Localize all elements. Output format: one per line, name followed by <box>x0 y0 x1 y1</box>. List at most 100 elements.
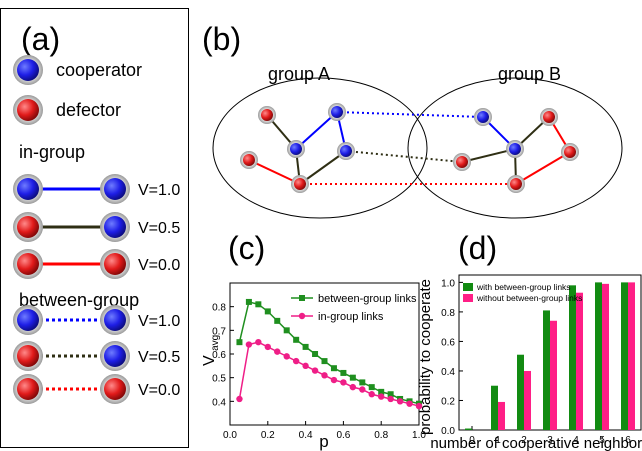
group-a-label: group A <box>268 64 330 84</box>
line-point-between-3 <box>264 308 271 315</box>
between-group-row-1: V=1.0 <box>13 305 180 335</box>
bar-chart-y-label: probability to cooperate <box>417 279 434 435</box>
bar-legend-label-0: with between-group links <box>476 282 571 292</box>
line-point-in-10 <box>330 376 338 384</box>
network-node-a-5 <box>240 151 258 169</box>
between-group-row-2: V=0.5 <box>13 341 180 371</box>
line-point-between-9 <box>321 358 328 365</box>
group-b-label: group B <box>498 64 561 84</box>
bar-1-4 <box>576 292 583 430</box>
line-point-in-12 <box>349 383 357 391</box>
bar-legend-label-1: without between-group links <box>476 293 582 303</box>
bar-0-5 <box>595 282 602 430</box>
in-group-value-3: V=0.0 <box>138 257 180 274</box>
bar-0-6 <box>621 282 628 430</box>
line-point-in-5 <box>283 353 290 360</box>
in-group-title: in-group <box>19 142 85 162</box>
line-chart-y-tick-label-0: 0.4 <box>212 397 226 408</box>
line-chart-y-label: V avg <box>201 335 221 366</box>
line-point-between-4 <box>274 317 281 324</box>
network-node-b-3 <box>506 140 524 158</box>
legend-cooperator-label: cooperator <box>56 60 142 80</box>
line-point-in-7 <box>302 362 309 370</box>
line-point-in-8 <box>311 367 319 374</box>
bar-chart-y-tick-label-1: 0.2 <box>441 396 455 407</box>
panel-a-label: (a) <box>21 21 60 57</box>
in-group-row-3: V=0.0 <box>13 249 180 279</box>
line-point-in-0 <box>236 395 243 403</box>
between-link-mixed <box>345 150 463 163</box>
line-point-in-3 <box>264 343 271 351</box>
line-point-in-9 <box>321 372 328 379</box>
line-point-in-13 <box>359 386 366 393</box>
line-chart-x-tick-label-4: 0.8 <box>374 430 388 441</box>
bar-chart-y-tick-label-4: 0.8 <box>441 308 455 319</box>
legend-defector-label: defector <box>56 100 121 120</box>
network-node-a-2 <box>328 103 346 121</box>
in-group-row-1: V=1.0 <box>13 174 180 204</box>
line-chart-x-tick-label-3: 0.6 <box>336 430 350 441</box>
line-chart-y-tick-label-1: 0.5 <box>212 374 226 385</box>
link-group-a-5 <box>299 150 347 185</box>
panel-b-label: (b) <box>202 21 241 57</box>
line-point-between-14 <box>368 384 375 391</box>
in-group-value-2: V=0.5 <box>138 220 180 237</box>
between-link-coop <box>336 111 484 118</box>
panel-b: (b) group A group B <box>202 21 623 219</box>
line-legend-marker-1 <box>298 312 306 320</box>
line-chart-x-tick-label-0: 0.0 <box>223 430 237 441</box>
bar-1-6 <box>628 282 635 430</box>
network-node-b-6 <box>507 175 525 193</box>
link-group-b-6 <box>515 151 571 185</box>
bar-chart-y-tick-label-5: 1.0 <box>441 278 455 289</box>
bar-1-5 <box>602 283 609 430</box>
panel-c-label: (c) <box>228 230 265 266</box>
line-legend-marker-0 <box>299 295 305 301</box>
bar-chart-x-tick-label-2: 2 <box>521 435 527 446</box>
line-chart-x-tick-label-1: 0.2 <box>261 430 275 441</box>
bar-0-2 <box>517 354 524 430</box>
network-node-b-5 <box>561 143 579 161</box>
panel-a-frame <box>0 8 189 448</box>
line-point-in-6 <box>292 357 300 365</box>
line-chart-y-tick-label-3: 0.7 <box>212 326 226 337</box>
between-group-row-3: V=0.0 <box>13 374 180 404</box>
line-point-between-16 <box>387 391 394 398</box>
line-point-in-2 <box>255 338 262 346</box>
bar-chart-plot: 0.0 0.2 0.4 0.6 0.8 1.0 0 1 2 3 4 5 6 with between-gr… <box>441 278 635 446</box>
panel-d-label: (d) <box>458 230 497 266</box>
panel-c: (c) V avg p 0.0 0.2 0.4 0.6 0.8 1.00.40.50.60… <box>201 230 426 451</box>
line-point-in-18 <box>406 400 413 407</box>
line-point-between-0 <box>236 339 243 346</box>
line-legend-label-0: between-group links <box>318 293 417 305</box>
line-chart-x-tick-label-5: 1.0 <box>412 430 426 441</box>
legend-defector: defector <box>13 95 121 125</box>
network-node-b-2 <box>540 108 558 126</box>
line-point-between-2 <box>255 301 262 308</box>
line-point-in-16 <box>387 395 394 403</box>
line-point-between-8 <box>312 351 319 357</box>
network-node-a-1 <box>258 106 276 124</box>
bar-1-3 <box>550 320 557 430</box>
line-point-between-7 <box>302 343 309 350</box>
line-point-between-6 <box>293 336 300 343</box>
group-a-ellipse <box>212 77 428 219</box>
bar-legend-swatch-0 <box>463 283 473 291</box>
line-point-in-1 <box>245 341 253 348</box>
bar-chart-x-label: number of cooperative neighbors <box>430 435 642 451</box>
bar-chart-x-tick-label-6: 6 <box>625 435 631 446</box>
line-point-in-11 <box>340 379 347 386</box>
line-chart-x-label: p <box>319 432 328 451</box>
line-chart-y-tick-label-4: 0.8 <box>212 303 226 314</box>
link-group-a-6 <box>248 159 301 185</box>
bar-chart-x-tick-label-1: 1 <box>495 435 501 446</box>
bar-0-4 <box>569 285 576 430</box>
line-point-between-15 <box>378 388 385 395</box>
bar-1-1 <box>498 401 505 430</box>
line-chart-y-label-main: V <box>201 355 218 366</box>
network-node-a-6 <box>291 175 309 193</box>
line-point-between-11 <box>340 369 347 376</box>
panel-a: (a) cooperator defector in-group V=1.0 <box>0 8 189 448</box>
line-point-in-15 <box>378 393 385 400</box>
link-group-b-4 <box>461 148 516 163</box>
